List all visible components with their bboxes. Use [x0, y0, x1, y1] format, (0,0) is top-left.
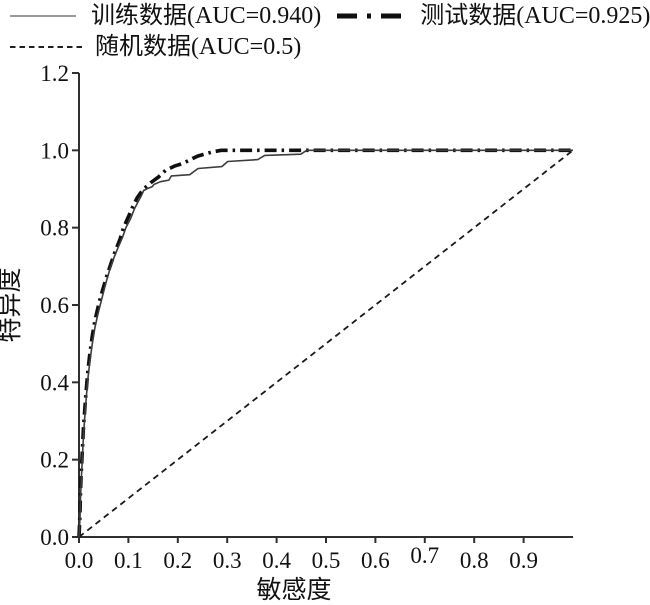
x-tick-label: 0.4 [262, 548, 291, 573]
random-line-marker-icon [10, 45, 82, 48]
y-axis-label: 特异度 [0, 267, 24, 342]
x-tick-label: 0.7 [410, 543, 439, 568]
x-tick-label: 0.2 [163, 548, 192, 573]
legend-item-random: 随机数据(AUC=0.5) [8, 35, 301, 59]
legend-label-random: 随机数据(AUC=0.5) [95, 33, 302, 60]
x-tick-label: 0.1 [114, 548, 143, 573]
legend-item-training: 训练数据(AUC=0.940) [8, 4, 321, 28]
x-tick-label: 0.3 [213, 548, 242, 573]
y-tick-label: 0.6 [40, 293, 69, 318]
y-tick-label: 0.8 [40, 216, 69, 241]
training-line-marker-icon [10, 14, 76, 17]
series-line-test [77, 148, 573, 538]
y-tick-label: 1.2 [40, 61, 69, 86]
y-tick-label: 0.2 [40, 448, 69, 473]
x-tick-label: 0.5 [312, 548, 341, 573]
legend-label-test: 测试数据(AUC=0.925) [420, 2, 650, 29]
test-line-marker-icon [337, 13, 408, 18]
x-tick-label: 0.8 [460, 548, 489, 573]
legend-row-2: 随机数据(AUC=0.5) [0, 31, 650, 62]
x-tick-label: 0.9 [509, 548, 538, 573]
y-tick-label: 1.0 [40, 138, 69, 163]
legend-item-test: 测试数据(AUC=0.925) [335, 4, 650, 28]
chart-legend: 训练数据(AUC=0.940) 测试数据(AUC=0.925) 随机数据(AUC… [0, 0, 650, 62]
y-tick-label: 0.0 [40, 525, 69, 550]
legend-row-1: 训练数据(AUC=0.940) 测试数据(AUC=0.925) [0, 0, 650, 31]
legend-label-training: 训练数据(AUC=0.940) [91, 2, 322, 29]
x-axis-label: 敏感度 [256, 576, 331, 604]
series-line-training [78, 149, 573, 538]
series-line-random [78, 149, 574, 538]
x-tick-label: 0.0 [65, 548, 94, 573]
y-tick-label: 0.4 [40, 370, 69, 395]
x-tick-label: 0.6 [361, 548, 390, 573]
